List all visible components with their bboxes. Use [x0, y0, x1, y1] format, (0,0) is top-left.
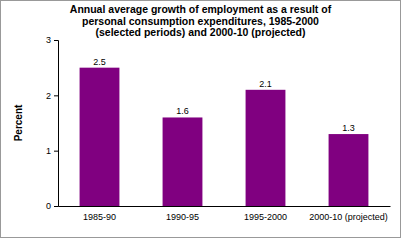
x-tick: 1990-95	[166, 206, 199, 222]
y-tick-mark	[54, 151, 58, 152]
y-tick-label: 0	[46, 201, 51, 211]
title-line: personal consumption expenditures, 1985-…	[82, 15, 319, 27]
y-tick: 0	[46, 201, 58, 211]
x-tick-label: 2000-10 (projected)	[309, 212, 388, 222]
data-label: 1.6	[176, 106, 189, 116]
plot: 2.5 1.6 2.1 1.3 0 1 2 3 1985-90 1990-95 1995-2000 2…	[46, 35, 391, 222]
y-tick-mark	[54, 40, 58, 41]
data-label: 1.3	[342, 123, 355, 133]
data-labels: 2.5 1.6 2.1 1.3	[93, 57, 355, 133]
y-axis: 0 1 2 3	[46, 35, 59, 211]
data-label: 2.1	[259, 79, 272, 89]
title: Annual average growth of employment as a…	[70, 3, 332, 38]
y-tick: 3	[46, 35, 58, 45]
y-axis-title: Percent	[13, 104, 24, 141]
bar	[163, 117, 203, 206]
x-tick: 2000-10 (projected)	[309, 206, 388, 222]
title-line: (selected periods) and 2000-10 (projecte…	[95, 26, 305, 38]
bars	[80, 68, 369, 206]
y-axis-line	[54, 41, 59, 207]
y-tick-label: 2	[46, 91, 51, 101]
x-tick-label: 1990-95	[166, 212, 199, 222]
y-tick-mark	[54, 95, 58, 96]
x-tick: 1995-2000	[244, 206, 287, 222]
bar	[80, 68, 120, 206]
title-line: Annual average growth of employment as a…	[70, 3, 332, 15]
bar	[329, 134, 369, 206]
x-axis-line	[59, 206, 391, 207]
bar	[246, 90, 286, 206]
y-tick-mark	[54, 206, 58, 207]
x-tick-label: 1985-90	[83, 212, 116, 222]
chart: Annual average growth of employment as a…	[0, 0, 401, 238]
y-tick-label: 3	[46, 35, 51, 45]
y-tick-label: 1	[46, 146, 51, 156]
chart-frame	[1, 1, 401, 238]
x-tick: 1985-90	[83, 206, 116, 222]
data-label: 2.5	[93, 57, 106, 67]
y-tick: 2	[46, 91, 58, 101]
x-axis: 1985-90 1990-95 1995-2000 2000-10 (projecte…	[59, 206, 391, 222]
y-tick: 1	[46, 146, 58, 156]
x-tick-label: 1995-2000	[244, 212, 287, 222]
